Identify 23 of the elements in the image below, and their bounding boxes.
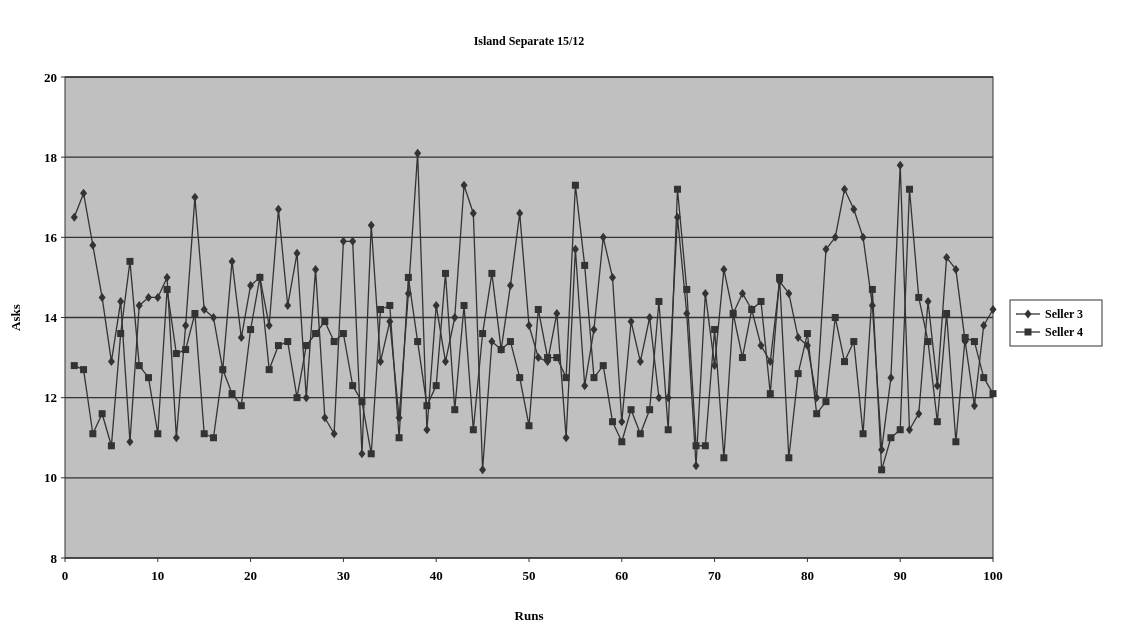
x-tick-label: 80 <box>800 568 814 583</box>
x-tick-label: 20 <box>244 568 258 583</box>
x-tick-label: 60 <box>615 568 629 583</box>
legend-label: Seller 4 <box>1045 325 1084 340</box>
x-tick-label: 30 <box>336 568 350 583</box>
y-tick-label: 20 <box>44 69 57 85</box>
x-tick-label: 40 <box>429 568 443 583</box>
x-tick-label: 70 <box>708 568 722 583</box>
y-tick-label: 10 <box>44 470 57 486</box>
x-tick-label: 10 <box>151 568 165 583</box>
chart-title: Island Separate 15/12 <box>473 34 585 48</box>
x-tick-label: 0 <box>61 568 69 583</box>
x-tick-label: 50 <box>522 568 536 583</box>
y-tick-label: 8 <box>50 550 58 566</box>
x-tick-label: 90 <box>893 568 907 583</box>
y-axis-title: Asks <box>8 304 23 331</box>
x-tick-label: 100 <box>983 568 1003 583</box>
y-tick-label: 18 <box>44 149 58 165</box>
y-tick-label: 12 <box>44 390 57 406</box>
legend-label: Seller 3 <box>1045 307 1084 322</box>
y-tick-label: 14 <box>44 310 58 326</box>
y-tick-label: 16 <box>44 229 58 245</box>
x-axis-title: Runs <box>514 608 544 623</box>
